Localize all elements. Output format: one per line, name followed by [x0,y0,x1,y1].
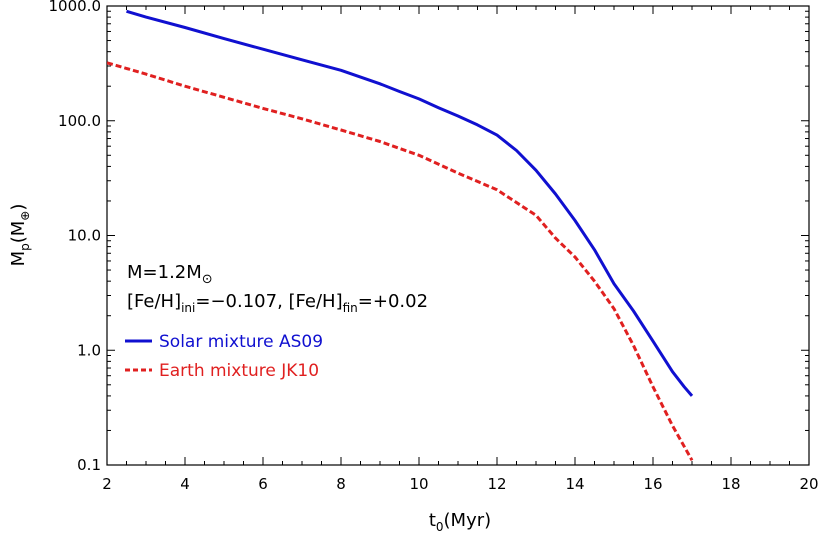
x-tick-label: 20 [799,475,818,493]
metallicity-annotation: [Fe/H]ini=−0.107, [Fe/H]fin=+0.02 [127,291,428,315]
x-tick-label: 14 [565,475,584,493]
series-line-earth [107,61,694,462]
x-tick-label: 8 [336,475,346,493]
y-axis-label: Mp(M⊕) [8,204,32,267]
y-tick-label: 10.0 [68,227,101,245]
y-tick-label: 0.1 [77,456,101,474]
legend: Solar mixture AS09 Earth mixture JK10 [125,332,323,381]
x-tick-label: 4 [180,475,190,493]
x-tick-label: 16 [643,475,662,493]
y-tick-label: 1000.0 [49,0,102,15]
x-tick-label: 10 [409,475,428,493]
y-tick-label: 1.0 [77,341,101,359]
x-tick-label: 2 [102,475,112,493]
mass-annotation: M=1.2M⊙ [127,262,213,287]
x-axis-label: t0(Myr) [429,510,491,534]
legend-label-earth: Earth mixture JK10 [159,361,319,381]
legend-label-solar: Solar mixture AS09 [159,332,323,352]
x-tick-label: 6 [258,475,268,493]
series-line-solar [126,9,694,397]
plot-frame [106,5,810,466]
x-tick-label: 18 [721,475,740,493]
x-tick-label: 12 [487,475,506,493]
y-tick-label: 100.0 [58,112,101,130]
series-layer [107,9,694,462]
x-axis-ticks: 2 4 6 8 10 12 14 16 18 20 [102,6,819,493]
y-axis-ticks: 0.1 1.0 10.0 100.0 1000.0 [49,0,809,474]
